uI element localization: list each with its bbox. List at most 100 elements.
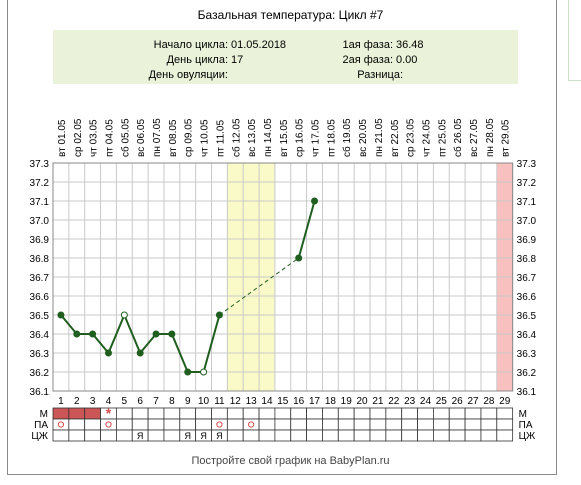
intercourse-cell[interactable]: [337, 418, 355, 431]
menstruation-cell[interactable]: [448, 407, 466, 420]
mucus-cell[interactable]: [385, 429, 403, 442]
temperature-point[interactable]: [89, 330, 97, 338]
mucus-cell[interactable]: [258, 429, 276, 442]
intercourse-cell[interactable]: [401, 418, 418, 431]
mucus-cell[interactable]: [100, 429, 117, 442]
menstruation-cell[interactable]: [417, 407, 434, 420]
mucus-cell[interactable]: [417, 429, 434, 442]
mucus-cell[interactable]: [464, 429, 482, 442]
menstruation-cell[interactable]: [496, 407, 514, 420]
intercourse-cell[interactable]: [147, 418, 165, 431]
intercourse-cell[interactable]: [68, 418, 86, 431]
intercourse-cell[interactable]: [464, 418, 482, 431]
temperature-point[interactable]: [215, 311, 223, 319]
temperature-point[interactable]: [136, 349, 144, 357]
menstruation-cell[interactable]: [322, 407, 339, 420]
menstruation-cell[interactable]: [306, 407, 323, 420]
intercourse-cell[interactable]: [179, 418, 197, 431]
menstruation-cell[interactable]: [68, 407, 86, 420]
mucus-cell[interactable]: [68, 429, 86, 442]
intercourse-cell[interactable]: [480, 418, 498, 431]
mucus-cell[interactable]: [52, 429, 70, 442]
intercourse-cell[interactable]: [274, 418, 292, 431]
temperature-point[interactable]: [168, 330, 176, 338]
menstruation-cell[interactable]: [369, 407, 387, 420]
row-label-left: М: [40, 409, 48, 420]
intercourse-cell[interactable]: [195, 418, 212, 431]
mucus-cell[interactable]: [480, 429, 498, 442]
footer-link[interactable]: Постройте свой график на BabyPlan.ru: [191, 455, 390, 467]
menstruation-cell[interactable]: [163, 407, 181, 420]
mucus-cell[interactable]: [496, 429, 514, 442]
intercourse-cell[interactable]: [242, 418, 260, 431]
menstruation-cell[interactable]: [179, 407, 197, 420]
intercourse-cell[interactable]: [432, 418, 450, 431]
mucus-cell[interactable]: [401, 429, 418, 442]
menstruation-cell[interactable]: [274, 407, 292, 420]
temperature-point[interactable]: [152, 330, 160, 338]
intercourse-cell[interactable]: [116, 418, 133, 431]
intercourse-cell[interactable]: [52, 418, 70, 431]
menstruation-cell[interactable]: [211, 407, 228, 420]
menstruation-cell[interactable]: [258, 407, 276, 420]
intercourse-cell[interactable]: [131, 418, 149, 431]
intercourse-cell[interactable]: [385, 418, 403, 431]
intercourse-cell[interactable]: [353, 418, 371, 431]
menstruation-cell[interactable]: [84, 407, 101, 420]
menstruation-cell[interactable]: [242, 407, 260, 420]
menstruation-cell[interactable]: [480, 407, 498, 420]
mucus-cell[interactable]: [290, 429, 308, 442]
intercourse-cell[interactable]: [258, 418, 276, 431]
menstruation-cell[interactable]: [337, 407, 355, 420]
intercourse-cell[interactable]: [417, 418, 434, 431]
intercourse-cell[interactable]: [211, 418, 228, 431]
intercourse-cell[interactable]: [496, 418, 514, 431]
temperature-point[interactable]: [184, 368, 192, 376]
mucus-cell[interactable]: [432, 429, 450, 442]
intercourse-cell[interactable]: [322, 418, 339, 431]
menstruation-cell[interactable]: [52, 407, 70, 420]
menstruation-cell[interactable]: [353, 407, 371, 420]
temperature-point[interactable]: [57, 311, 65, 319]
intercourse-cell[interactable]: [290, 418, 308, 431]
mucus-cell[interactable]: [163, 429, 181, 442]
mucus-cell[interactable]: [116, 429, 133, 442]
intercourse-cell[interactable]: [163, 418, 181, 431]
intercourse-cell[interactable]: [369, 418, 387, 431]
menstruation-cell[interactable]: [401, 407, 418, 420]
mucus-cell[interactable]: [337, 429, 355, 442]
temperature-point[interactable]: [295, 254, 303, 262]
intercourse-cell[interactable]: [306, 418, 323, 431]
menstruation-cell[interactable]: [432, 407, 450, 420]
temperature-point[interactable]: [120, 311, 128, 319]
menstruation-cell[interactable]: [290, 407, 308, 420]
menstruation-cell[interactable]: [464, 407, 482, 420]
menstruation-cell[interactable]: [116, 407, 133, 420]
day-number-label: 28: [483, 396, 495, 407]
mucus-cell[interactable]: [353, 429, 371, 442]
mucus-cell[interactable]: [369, 429, 387, 442]
temperature-point[interactable]: [311, 197, 319, 205]
menstruation-cell[interactable]: [385, 407, 403, 420]
menstruation-cell[interactable]: [226, 407, 244, 420]
mucus-cell[interactable]: [147, 429, 165, 442]
plot-border: [52, 162, 514, 392]
mucus-cell[interactable]: [274, 429, 292, 442]
temperature-point[interactable]: [200, 368, 208, 376]
intercourse-cell[interactable]: [448, 418, 466, 431]
mucus-cell[interactable]: [84, 429, 101, 442]
mucus-cell[interactable]: [448, 429, 466, 442]
mucus-cell[interactable]: [322, 429, 339, 442]
mucus-cell[interactable]: [306, 429, 323, 442]
y-tick-label-right: 37.3: [517, 159, 537, 170]
mucus-cell[interactable]: [226, 429, 244, 442]
temperature-point[interactable]: [104, 349, 112, 357]
day-number-label: 24: [420, 396, 432, 407]
menstruation-cell[interactable]: [195, 407, 212, 420]
temperature-point[interactable]: [73, 330, 81, 338]
intercourse-cell[interactable]: [84, 418, 101, 431]
menstruation-cell[interactable]: [131, 407, 149, 420]
mucus-cell[interactable]: [242, 429, 260, 442]
intercourse-cell[interactable]: [226, 418, 244, 431]
menstruation-cell[interactable]: [147, 407, 165, 420]
